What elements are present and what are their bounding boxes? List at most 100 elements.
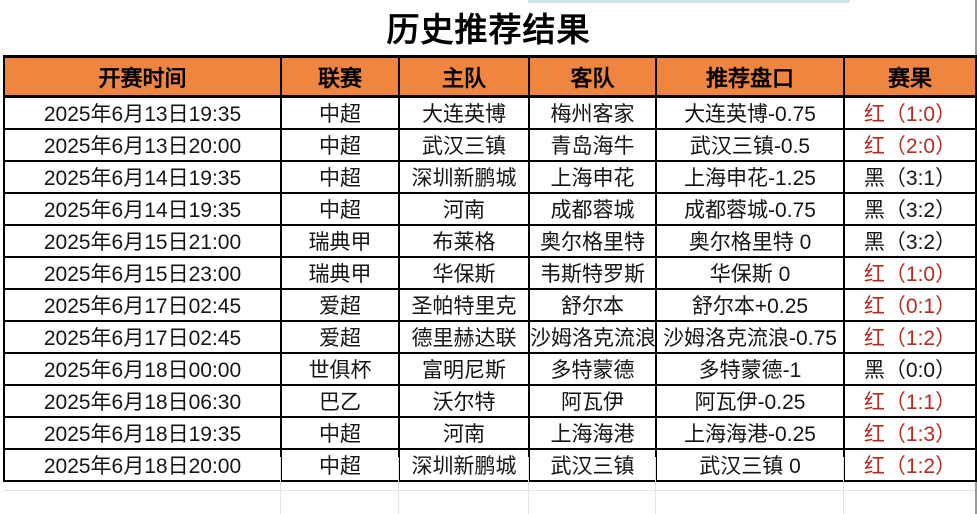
cell-league: 中超 — [280, 160, 400, 194]
empty-grid-area — [3, 457, 975, 514]
cell-league: 爱超 — [280, 320, 400, 354]
cell-handicap: 舒尔本+0.25 — [655, 288, 845, 322]
cell-away-team: 青岛海牛 — [528, 128, 657, 162]
cell-home-team: 德里赫达联 — [398, 320, 530, 354]
cell-handicap: 华保斯 0 — [655, 256, 845, 290]
grid-line — [655, 457, 656, 514]
cell-home-team: 深圳新鹏城 — [398, 448, 530, 482]
cell-league: 中超 — [280, 128, 400, 162]
cell-time: 2025年6月18日06:30 — [3, 384, 282, 418]
cell-home-team: 大连英博 — [398, 95, 530, 130]
cell-result: 红（0:1） — [843, 288, 977, 322]
cell-time: 2025年6月14日19:35 — [3, 192, 282, 226]
cell-result: 红（1:0） — [843, 256, 977, 290]
grid-line — [528, 457, 529, 514]
cell-result: 黑（3:2） — [843, 224, 977, 258]
cell-away-team: 奥尔格里特 — [528, 224, 657, 258]
grid-line — [280, 457, 281, 514]
cell-league: 中超 — [280, 95, 400, 130]
col-header-time: 开赛时间 — [3, 55, 282, 98]
cell-home-team: 深圳新鹏城 — [398, 160, 530, 194]
cell-away-team: 阿瓦伊 — [528, 384, 657, 418]
cell-handicap: 奥尔格里特 0 — [655, 224, 845, 258]
cell-home-team: 河南 — [398, 416, 530, 450]
cell-result: 黑（3:2） — [843, 192, 977, 226]
cell-handicap: 多特蒙德-1 — [655, 352, 845, 386]
cell-handicap: 阿瓦伊-0.25 — [655, 384, 845, 418]
cell-time: 2025年6月17日02:45 — [3, 288, 282, 322]
col-header-handicap: 推荐盘口 — [655, 55, 845, 98]
cell-away-team: 上海申花 — [528, 160, 657, 194]
cell-handicap: 成都蓉城-0.75 — [655, 192, 845, 226]
cell-time: 2025年6月18日00:00 — [3, 352, 282, 386]
grid-line — [843, 457, 844, 514]
cell-away-team: 沙姆洛克流浪 — [528, 320, 657, 354]
cell-away-team: 梅州客家 — [528, 95, 657, 130]
cell-home-team: 布莱格 — [398, 224, 530, 258]
cell-time: 2025年6月18日19:35 — [3, 416, 282, 450]
table-row: 2025年6月18日00:00 世俱杯 富明尼斯 多特蒙德 多特蒙德-1 黑（0… — [3, 352, 977, 386]
table-row: 2025年6月15日21:00 瑞典甲 布莱格 奥尔格里特 奥尔格里特 0 黑（… — [3, 224, 977, 258]
table-row: 2025年6月14日19:35 中超 深圳新鹏城 上海申花 上海申花-1.25 … — [3, 160, 977, 194]
table-row: 2025年6月13日20:00 中超 武汉三镇 青岛海牛 武汉三镇-0.5 红（… — [3, 128, 977, 162]
cell-league: 巴乙 — [280, 384, 400, 418]
cell-away-team: 上海海港 — [528, 416, 657, 450]
grid-line — [398, 457, 399, 514]
table-row: 2025年6月17日02:45 爱超 圣帕特里克 舒尔本 舒尔本+0.25 红（… — [3, 288, 977, 322]
cell-result: 红（1:3） — [843, 416, 977, 450]
page-title: 历史推荐结果 — [386, 11, 591, 48]
cell-home-team: 沃尔特 — [398, 384, 530, 418]
table-row: 2025年6月15日23:00 瑞典甲 华保斯 韦斯特罗斯 华保斯 0 红（1:… — [3, 256, 977, 290]
cell-handicap: 沙姆洛克流浪-0.75 — [655, 320, 845, 354]
table-row: 2025年6月13日19:35 中超 大连英博 梅州客家 大连英博-0.75 红… — [3, 95, 977, 130]
cell-handicap: 上海海港-0.25 — [655, 416, 845, 450]
cell-away-team: 舒尔本 — [528, 288, 657, 322]
screen-right-edge — [975, 0, 977, 514]
cell-home-team: 河南 — [398, 192, 530, 226]
table-row: 2025年6月17日02:45 爱超 德里赫达联 沙姆洛克流浪 沙姆洛克流浪-0… — [3, 320, 977, 354]
table-row: 2025年6月18日06:30 巴乙 沃尔特 阿瓦伊 阿瓦伊-0.25 红（1:… — [3, 384, 977, 418]
cell-time: 2025年6月17日02:45 — [3, 320, 282, 354]
cell-home-team: 武汉三镇 — [398, 128, 530, 162]
cell-league: 瑞典甲 — [280, 256, 400, 290]
grid-line — [3, 490, 975, 491]
cell-away-team: 成都蓉城 — [528, 192, 657, 226]
cell-away-team: 武汉三镇 — [528, 448, 657, 482]
cell-handicap: 武汉三镇 0 — [655, 448, 845, 482]
cell-league: 中超 — [280, 192, 400, 226]
cell-time: 2025年6月18日20:00 — [3, 448, 282, 482]
table-row: 2025年6月14日19:35 中超 河南 成都蓉城 成都蓉城-0.75 黑（3… — [3, 192, 977, 226]
cell-league: 中超 — [280, 416, 400, 450]
cell-away-team: 多特蒙德 — [528, 352, 657, 386]
table-row: 2025年6月18日19:35 中超 河南 上海海港 上海海港-0.25 红（1… — [3, 416, 977, 450]
cell-handicap: 大连英博-0.75 — [655, 95, 845, 130]
cell-result: 黑（3:1） — [843, 160, 977, 194]
cell-time: 2025年6月13日19:35 — [3, 95, 282, 130]
cell-league: 中超 — [280, 448, 400, 482]
results-table: 开赛时间 联赛 主队 客队 推荐盘口 赛果 2025年6月13日19:35 中超… — [3, 55, 977, 482]
cell-time: 2025年6月15日21:00 — [3, 224, 282, 258]
cell-result: 红（2:0） — [843, 128, 977, 162]
cell-league: 世俱杯 — [280, 352, 400, 386]
cell-home-team: 圣帕特里克 — [398, 288, 530, 322]
cell-home-team: 华保斯 — [398, 256, 530, 290]
col-header-result: 赛果 — [843, 55, 977, 98]
col-header-home: 主队 — [398, 55, 530, 98]
cell-time: 2025年6月14日19:35 — [3, 160, 282, 194]
col-header-away: 客队 — [528, 55, 657, 98]
header-row: 开赛时间 联赛 主队 客队 推荐盘口 赛果 — [3, 55, 977, 98]
cell-time: 2025年6月15日23:00 — [3, 256, 282, 290]
cell-result: 红（1:2） — [843, 448, 977, 482]
cell-result: 红（1:1） — [843, 384, 977, 418]
cell-result: 红（1:2） — [843, 320, 977, 354]
col-header-league: 联赛 — [280, 55, 400, 98]
cell-league: 瑞典甲 — [280, 224, 400, 258]
cell-handicap: 武汉三镇-0.5 — [655, 128, 845, 162]
cell-league: 爱超 — [280, 288, 400, 322]
cell-handicap: 上海申花-1.25 — [655, 160, 845, 194]
cell-result: 黑（0:0） — [843, 352, 977, 386]
cell-result: 红（1:0） — [843, 95, 977, 130]
cell-away-team: 韦斯特罗斯 — [528, 256, 657, 290]
cell-time: 2025年6月13日20:00 — [3, 128, 282, 162]
